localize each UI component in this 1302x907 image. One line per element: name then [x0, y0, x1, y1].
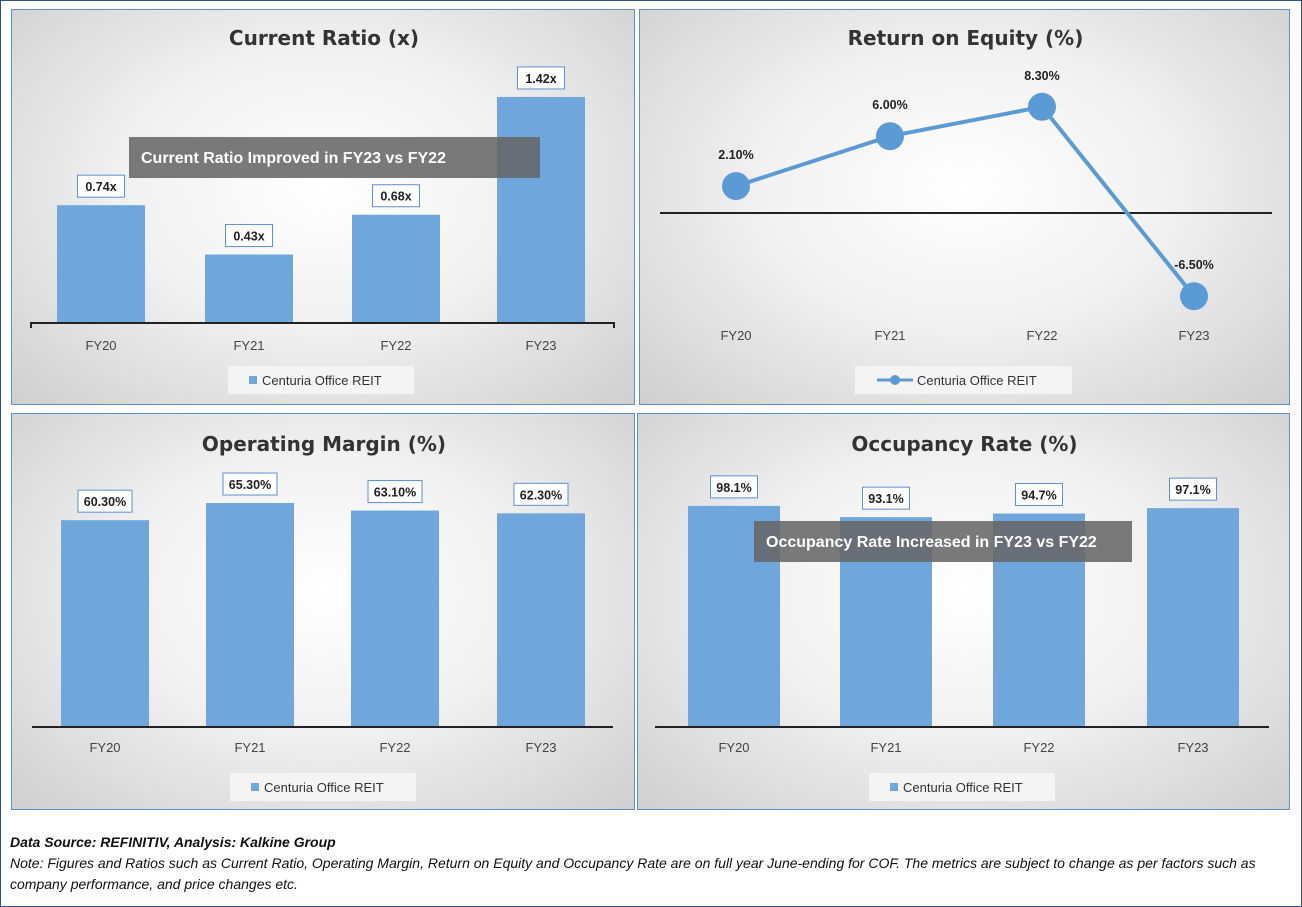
bar-fy20 — [57, 205, 145, 323]
data-label-box-fy22 — [372, 184, 420, 208]
data-label-fy20: 0.74x — [85, 180, 116, 194]
tick-label-fy22: FY22 — [380, 338, 411, 353]
bar-fy21 — [205, 254, 293, 323]
footer-note: Note: Figures and Ratios such as Current… — [10, 855, 1256, 892]
tick-label-fy20: FY20 — [720, 328, 751, 343]
bar-fy22 — [352, 214, 440, 323]
tick-label-fy20: FY20 — [85, 338, 116, 353]
data-label-fy23: 97.1% — [1175, 483, 1210, 497]
legend-swatch — [890, 783, 898, 791]
legend-swatch — [249, 376, 257, 384]
tick-label-fy21: FY21 — [874, 328, 905, 343]
annotation-box — [754, 521, 1132, 562]
current-ratio-chart: Current Ratio (x) Current Ratio Improved … — [30, 26, 615, 394]
tick-label-fy22: FY22 — [1026, 328, 1057, 343]
chart-panel-operating-margin: Operating Margin (%) 60.30% 65.30% 63.10% 62… — [11, 413, 635, 810]
data-label-box-fy23 — [513, 482, 569, 506]
data-label-fy22: 94.7% — [1021, 489, 1056, 503]
bar-fy22 — [351, 510, 439, 727]
data-label-box-fy20 — [77, 174, 125, 198]
tick-label-fy23: FY23 — [525, 740, 556, 755]
chart-title: Occupancy Rate (%) — [851, 432, 1077, 456]
data-label-fy21: 0.43x — [233, 230, 264, 244]
data-label-fy22: 63.10% — [374, 486, 416, 500]
data-label-fy20: 60.30% — [84, 495, 126, 509]
tick-label-fy23: FY23 — [525, 338, 556, 353]
data-label-box-fy20 — [710, 475, 758, 499]
tick-label-fy23: FY23 — [1177, 740, 1208, 755]
legend-label: Centuria Office REIT — [264, 780, 384, 795]
return-on-equity-chart: Return on Equity (%) 2.10% 6.00% 8.30% -6.50… — [660, 26, 1272, 394]
legend-marker — [890, 375, 900, 385]
legend — [228, 366, 414, 394]
data-label-box-fy23 — [517, 66, 565, 90]
chart-panel-occupancy-rate: Occupancy Rate (%) Occupancy Rate Increas… — [637, 413, 1290, 810]
legend — [869, 773, 1055, 801]
chart-title: Current Ratio (x) — [229, 26, 419, 50]
annotation-text: Occupancy Rate Increased in FY23 vs FY22 — [766, 534, 1097, 551]
point-fy20 — [722, 172, 750, 201]
data-label-fy23: 1.42x — [525, 72, 556, 86]
data-label-box-fy22 — [1015, 483, 1063, 507]
chart-panel-current-ratio: Current Ratio (x) Current Ratio Improved … — [11, 9, 635, 405]
legend-label: Centuria Office REIT — [262, 373, 382, 388]
data-label-fy21: 93.1% — [868, 492, 903, 506]
bar-fy23 — [1147, 508, 1239, 727]
bar-fy23 — [497, 96, 585, 323]
occupancy-rate-chart: Occupancy Rate (%) Occupancy Rate Increas… — [655, 432, 1269, 801]
bar-fy23 — [497, 513, 585, 727]
operating-margin-chart: Operating Margin (%) 60.30% 65.30% 63.10% 62… — [32, 432, 613, 801]
tick-label-fy22: FY22 — [379, 740, 410, 755]
data-label-fy20: 98.1% — [716, 481, 751, 495]
chart-panel-return-on-equity: Return on Equity (%) 2.10% 6.00% 8.30% -6.50… — [639, 9, 1290, 405]
data-label-fy21: 6.00% — [872, 98, 907, 112]
data-label-box-fy21 — [222, 472, 278, 496]
annotation-box — [129, 137, 540, 178]
tick-label-fy20: FY20 — [718, 740, 749, 755]
point-fy21 — [876, 122, 904, 151]
data-label-fy21: 65.30% — [229, 478, 271, 492]
legend — [230, 773, 416, 801]
data-label-fy22: 8.30% — [1024, 69, 1059, 83]
chart-title: Return on Equity (%) — [848, 26, 1084, 50]
tick-label-fy20: FY20 — [89, 740, 120, 755]
data-label-box-fy20 — [77, 489, 133, 513]
legend-label: Centuria Office REIT — [903, 780, 1023, 795]
tick-label-fy21: FY21 — [233, 338, 264, 353]
bar-fy20 — [61, 520, 149, 727]
footer: Data Source: REFINITIV, Analysis: Kalkin… — [10, 832, 1295, 895]
data-label-fy23: -6.50% — [1174, 258, 1214, 272]
series-line — [735, 104, 1196, 298]
tick-label-fy21: FY21 — [870, 740, 901, 755]
legend-label: Centuria Office REIT — [917, 373, 1037, 388]
data-label-fy22: 0.68x — [380, 190, 411, 204]
legend-swatch — [251, 783, 259, 791]
data-label-box-fy23 — [1169, 477, 1217, 501]
data-label-box-fy21 — [862, 486, 910, 510]
tick-label-fy21: FY21 — [234, 740, 265, 755]
point-fy23 — [1180, 282, 1208, 311]
chart-title: Operating Margin (%) — [202, 432, 446, 456]
bar-fy21 — [206, 503, 294, 727]
data-label-fy23: 62.30% — [520, 488, 562, 502]
point-fy22 — [1028, 92, 1056, 121]
data-label-fy20: 2.10% — [718, 148, 753, 162]
tick-label-fy22: FY22 — [1023, 740, 1054, 755]
data-label-box-fy22 — [367, 480, 423, 504]
tick-label-fy23: FY23 — [1178, 328, 1209, 343]
annotation-text: Current Ratio Improved in FY23 vs FY22 — [141, 150, 446, 167]
data-label-box-fy21 — [225, 224, 273, 248]
data-source: Data Source: REFINITIV, Analysis: Kalkin… — [10, 834, 336, 850]
